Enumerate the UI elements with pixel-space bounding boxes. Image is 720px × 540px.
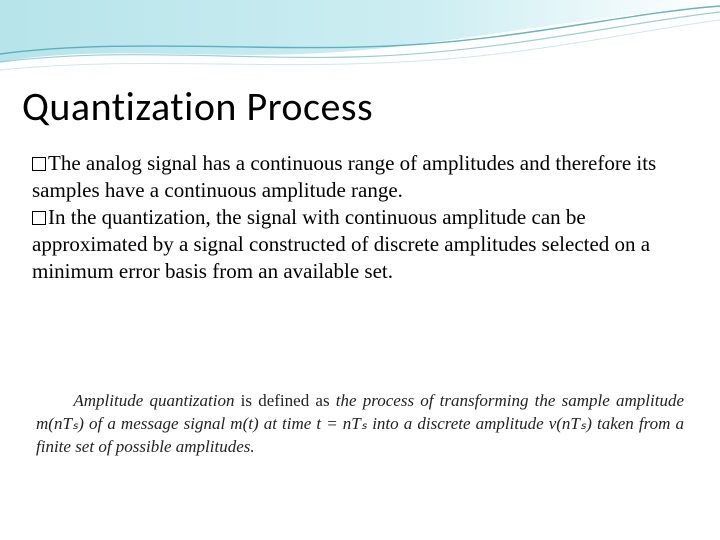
header-swoosh-decoration [0,0,720,90]
definition-mid: is defined as [234,391,335,410]
definition-term: Amplitude quantization [73,391,234,410]
body-text: The analog signal has a continuous range… [32,150,660,284]
bullet-text: The analog signal has a continuous range… [32,151,656,202]
bullet-marker-icon [32,157,46,171]
bullet-marker-icon [32,211,46,225]
slide: Quantization Process The analog signal h… [0,0,720,540]
slide-title: Quantization Process [22,82,373,131]
bullet-item: In the quantization, the signal with con… [32,204,660,285]
definition-paragraph: Amplitude quantization is defined as the… [36,390,684,459]
bullet-item: The analog signal has a continuous range… [32,150,660,204]
bullet-text: In the quantization, the signal with con… [32,205,650,283]
